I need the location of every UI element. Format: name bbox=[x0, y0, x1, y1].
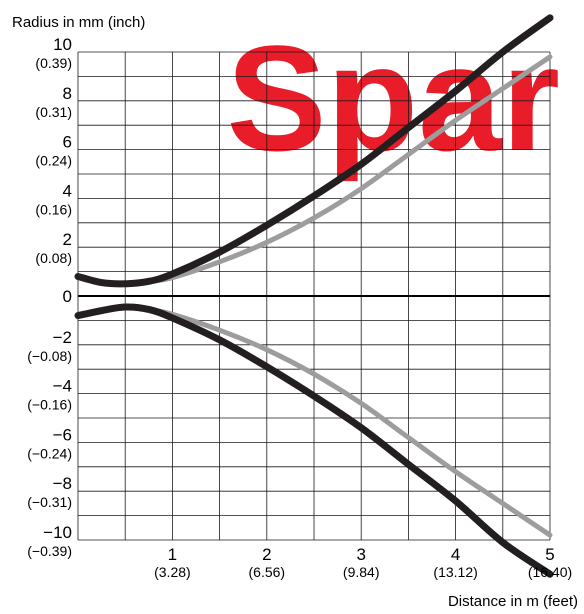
y-tick-sublabel: (−0.39) bbox=[27, 543, 72, 559]
x-tick-sublabel: (16.40) bbox=[528, 564, 572, 580]
x-tick-label: 5 bbox=[545, 545, 554, 564]
y-tick-sublabel: (−0.24) bbox=[27, 445, 72, 461]
series-line-0 bbox=[74, 14, 554, 288]
x-tick-label: 4 bbox=[451, 545, 460, 564]
x-tick-sublabel: (13.12) bbox=[433, 564, 477, 580]
y-tick-label: −6 bbox=[53, 425, 72, 444]
x-tick-label: 1 bbox=[168, 545, 177, 564]
y-tick-label: −4 bbox=[53, 377, 72, 396]
x-tick-label: 2 bbox=[262, 545, 271, 564]
y-tick-labels: 10(0.39)8(0.31)6(0.24)4(0.16)2(0.08)0−2(… bbox=[27, 35, 72, 559]
series-line-3 bbox=[74, 303, 554, 578]
y-tick-label: 4 bbox=[63, 181, 72, 200]
y-tick-sublabel: (0.39) bbox=[35, 55, 72, 71]
y-tick-sublabel: (0.24) bbox=[35, 153, 72, 169]
x-tick-sublabel: (6.56) bbox=[249, 564, 286, 580]
y-tick-sublabel: (−0.16) bbox=[27, 397, 72, 413]
x-tick-sublabel: (3.28) bbox=[154, 564, 191, 580]
watermark-logo: Spar bbox=[227, 14, 560, 182]
y-axis-title: Radius in mm (inch) bbox=[12, 14, 145, 31]
y-tick-label: 0 bbox=[63, 287, 72, 306]
x-tick-label: 3 bbox=[356, 545, 365, 564]
y-tick-label: 8 bbox=[63, 84, 72, 103]
y-tick-sublabel: (−0.31) bbox=[27, 494, 72, 510]
y-tick-label: 6 bbox=[63, 133, 72, 152]
y-tick-sublabel: (−0.08) bbox=[27, 348, 72, 364]
y-tick-sublabel: (0.16) bbox=[35, 201, 72, 217]
y-tick-label: −8 bbox=[53, 474, 72, 493]
y-tick-label: −2 bbox=[53, 328, 72, 347]
x-tick-sublabel: (9.84) bbox=[343, 564, 380, 580]
y-tick-label: 2 bbox=[63, 230, 72, 249]
y-tick-label: 10 bbox=[53, 35, 72, 54]
x-axis-title: Distance in m (feet) bbox=[448, 593, 578, 610]
y-tick-label: −10 bbox=[43, 523, 72, 542]
series-lines bbox=[74, 14, 554, 578]
y-tick-sublabel: (0.08) bbox=[35, 250, 72, 266]
y-tick-sublabel: (0.31) bbox=[35, 104, 72, 120]
x-tick-labels: 1(3.28) 2(6.56) 3(9.84) 4(13.12) 5(16.40) bbox=[154, 545, 572, 580]
